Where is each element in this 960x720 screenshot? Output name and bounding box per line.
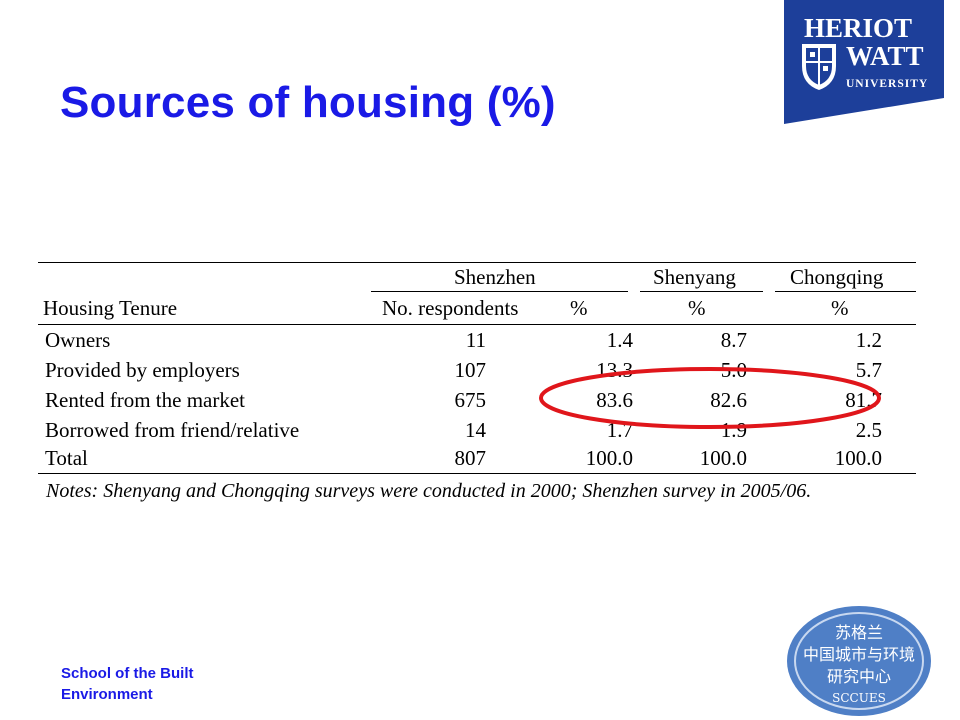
logo-line-university: UNIVERSITY	[846, 78, 928, 90]
table-notes: Notes: Shenyang and Chongqing surveys we…	[46, 480, 812, 502]
sccues-seal: 苏格兰 中国城市与环境 研究中心 SCCUES	[787, 606, 931, 716]
row-label: Borrowed from friend/relative	[45, 418, 300, 442]
seal-line-3: 研究中心	[827, 667, 891, 686]
group-rule-chongqing	[775, 291, 916, 292]
cell-pct-shenzhen: 100.0	[585, 446, 633, 470]
footer-school-label: School of the Built Environment	[61, 663, 194, 705]
highlight-ellipse	[539, 367, 881, 429]
cell-pct-chongqing: 100.0	[834, 446, 882, 470]
cell-respondents: 14	[465, 418, 486, 442]
crest-icon	[802, 44, 836, 90]
cell-respondents: 675	[454, 388, 487, 412]
header-pct-shenzhen: %	[570, 296, 588, 320]
cell-pct-chongqing: 2.5	[855, 418, 882, 442]
cell-respondents: 11	[465, 328, 486, 352]
header-group-shenzhen: Shenzhen	[454, 265, 536, 289]
row-label: Total	[45, 446, 88, 470]
footer-line-2: Environment	[61, 686, 153, 703]
group-rule-shenzhen	[371, 291, 628, 292]
cell-pct-shenzhen: 83.6	[596, 388, 633, 412]
seal-line-1: 苏格兰	[835, 623, 883, 642]
seal-line-2: 中国城市与环境	[803, 645, 915, 664]
row-label: Rented from the market	[45, 388, 246, 412]
cell-pct-shenyang: 100.0	[699, 446, 747, 470]
header-bottom-rule	[38, 324, 916, 325]
header-pct-chongqing: %	[831, 296, 849, 320]
cell-pct-chongqing: 5.7	[855, 358, 882, 382]
cell-pct-shenzhen: 13.3	[596, 358, 633, 382]
cell-pct-shenyang: 1.9	[720, 418, 747, 442]
header-pct-shenyang: %	[688, 296, 706, 320]
cell-respondents: 807	[454, 446, 487, 470]
table-top-rule	[38, 262, 916, 263]
footer-line-1: School of the Built	[61, 665, 194, 682]
slide-title: Sources of housing (%)	[60, 78, 556, 127]
cell-pct-shenzhen: 1.4	[606, 328, 633, 352]
seal-line-4: SCCUES	[832, 691, 886, 705]
table-bottom-rule	[38, 473, 916, 474]
header-no-respondents: No. respondents	[382, 296, 519, 320]
logo-line-watt: WATT	[846, 41, 924, 71]
logo-line-heriot: HERIOT	[804, 13, 912, 43]
header-housing-tenure: Housing Tenure	[43, 296, 178, 320]
cell-pct-shenyang: 8.7	[720, 328, 747, 352]
cell-pct-chongqing: 1.2	[855, 328, 882, 352]
header-group-chongqing: Chongqing	[790, 265, 884, 289]
header-group-shenyang: Shenyang	[653, 265, 736, 289]
group-rule-shenyang	[640, 291, 763, 292]
cell-respondents: 107	[454, 358, 487, 382]
heriot-watt-logo: HERIOT WATT UNIVERSITY	[784, 0, 944, 124]
row-label: Owners	[45, 328, 111, 352]
cell-pct-shenyang: 82.6	[710, 388, 747, 412]
row-label: Provided by employers	[45, 358, 240, 382]
